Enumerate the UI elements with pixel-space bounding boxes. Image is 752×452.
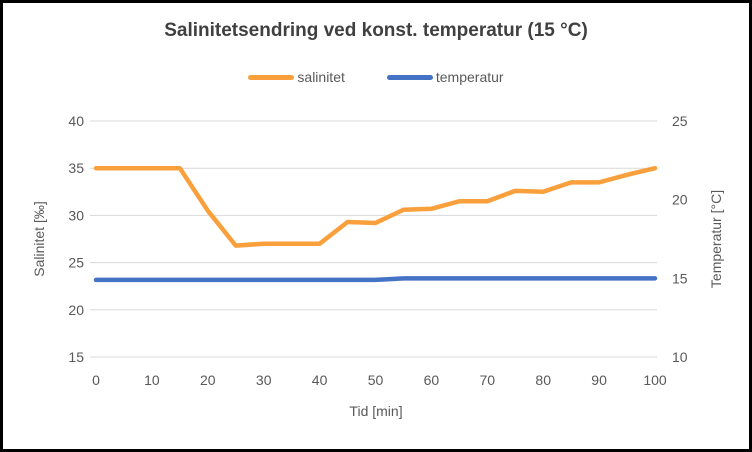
- y-left-tick-label: 20: [68, 302, 84, 318]
- x-tick-label: 0: [92, 372, 100, 388]
- y-axis-title-left: Salinitet [‰]: [31, 201, 47, 277]
- series-line-salinitet: [93, 165, 658, 248]
- x-tick-label: 40: [312, 372, 328, 388]
- x-tick-label: 20: [200, 372, 216, 388]
- legend-label-temperatur: temperatur: [435, 69, 504, 85]
- x-tick-label: 100: [643, 372, 667, 388]
- salinitet-line-swatch-icon: [248, 74, 295, 80]
- x-axis-title: Tid [min]: [349, 403, 403, 419]
- y-left-tick-label: 40: [68, 113, 84, 129]
- x-tick-label: 30: [256, 372, 272, 388]
- y-left-tick-label: 25: [68, 255, 84, 271]
- x-tick-label: 90: [591, 372, 607, 388]
- y-left-tick-label: 15: [68, 349, 84, 365]
- legend: salinitet temperatur: [0, 69, 752, 85]
- x-tick-label: 80: [535, 372, 551, 388]
- y-axis-title-right: Temperatur [°C]: [708, 189, 724, 289]
- series-line-temperatur: [93, 276, 658, 283]
- y-right-tick-label: 25: [672, 113, 688, 129]
- temperatur-line-swatch-icon: [386, 74, 433, 80]
- y-right-tick-label: 20: [672, 192, 688, 208]
- y-left-tick-label: 35: [68, 160, 84, 176]
- legend-item-temperatur: temperatur: [386, 69, 504, 85]
- y-right-tick-label: 10: [672, 349, 688, 365]
- legend-label-salinitet: salinitet: [297, 69, 345, 85]
- x-tick-label: 70: [480, 372, 496, 388]
- chart-title: Salinitetsendring ved konst. temperatur …: [164, 20, 588, 41]
- x-tick-label: 60: [424, 372, 440, 388]
- x-tick-label: 10: [144, 372, 160, 388]
- y-right-tick-label: 15: [672, 270, 688, 286]
- x-tick-label: 50: [368, 372, 384, 388]
- legend-item-salinitet: salinitet: [248, 69, 345, 85]
- y-left-tick-label: 30: [68, 207, 84, 223]
